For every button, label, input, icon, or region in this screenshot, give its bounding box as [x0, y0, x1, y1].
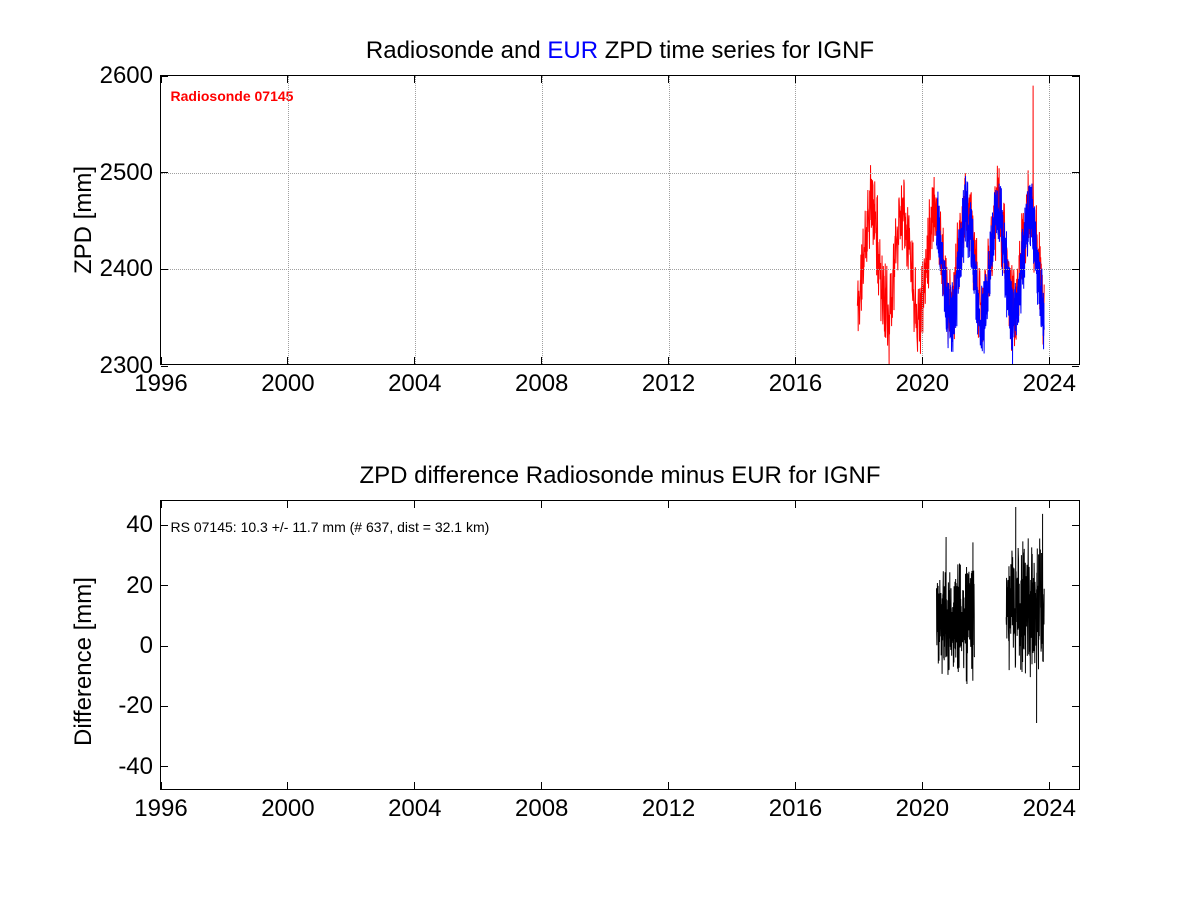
x-tick-label: 2000 — [261, 364, 314, 398]
x-tick-label: 2004 — [388, 364, 441, 398]
x-tick-label: 2008 — [515, 364, 568, 398]
y-tick-label: 2400 — [100, 255, 161, 283]
y-tick-label: 2300 — [100, 352, 161, 380]
panel1-data-svg — [161, 76, 1079, 364]
x-tick-label: 2012 — [642, 364, 695, 398]
x-tick-label: 2008 — [515, 789, 568, 823]
x-tick-label: 2020 — [896, 364, 949, 398]
panel1-title: Radiosonde and EUR ZPD time series for I… — [160, 37, 1080, 65]
y-tick-label: 40 — [126, 511, 161, 539]
panel2-plot-area: RS 07145: 10.3 +/- 11.7 mm (# 637, dist … — [160, 500, 1080, 790]
figure: Radiosonde and EUR ZPD time series for I… — [0, 0, 1201, 901]
x-tick-label: 2000 — [261, 789, 314, 823]
y-tick-label: 0 — [140, 632, 161, 660]
series-difference — [937, 537, 975, 684]
panel2-ylabel: Difference [mm] — [70, 577, 98, 746]
panel1-ylabel: ZPD [mm] — [70, 166, 98, 274]
panel2-data-svg — [161, 501, 1079, 789]
x-tick-label: 2016 — [769, 789, 822, 823]
y-tick-label: -40 — [118, 753, 161, 781]
y-tick-label: 2500 — [100, 159, 161, 187]
x-tick-label: 2016 — [769, 364, 822, 398]
y-tick-label: 20 — [126, 572, 161, 600]
x-tick-label: 2020 — [896, 789, 949, 823]
panel2-annotation: RS 07145: 10.3 +/- 11.7 mm (# 637, dist … — [171, 519, 490, 535]
x-tick-label: 2004 — [388, 789, 441, 823]
panel2-title: ZPD difference Radiosonde minus EUR for … — [160, 462, 1080, 490]
x-tick-label: 2012 — [642, 789, 695, 823]
panel1-plot-area: Radiosonde 07145 19962000200420082012201… — [160, 75, 1080, 365]
x-tick-label: 1996 — [134, 789, 187, 823]
y-tick-label: 2600 — [100, 62, 161, 90]
x-tick-label: 2024 — [1023, 364, 1076, 398]
panel1-legend: Radiosonde 07145 — [171, 88, 294, 104]
y-tick-label: -20 — [118, 692, 161, 720]
x-tick-label: 2024 — [1023, 789, 1076, 823]
series-difference — [1006, 507, 1044, 723]
